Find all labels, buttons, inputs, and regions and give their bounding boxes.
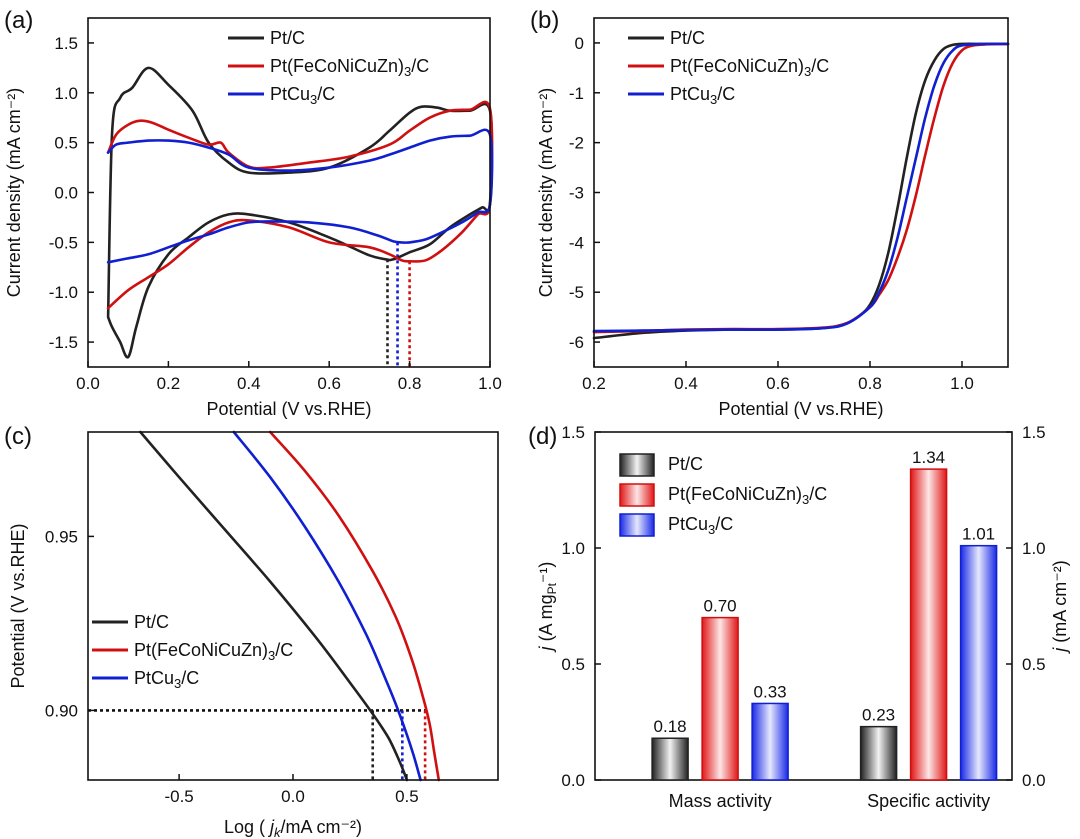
plot-frame [87, 431, 499, 781]
category-label-specific-activity: Specific activity [867, 791, 990, 811]
legend-label-ptcu3-c: PtCu3/C [668, 514, 733, 537]
category-label-mass-activity: Mass activity [669, 791, 772, 811]
y-axis-label: Potential (V vs.RHE) [8, 523, 28, 688]
series-line-ptcu3-c [106, 128, 494, 264]
x-tick-label: 0.0 [281, 787, 305, 806]
legend-swatch-ptcu3-c [619, 513, 655, 537]
bar-value-label: 0.70 [704, 597, 737, 616]
y-axis-label: Current density (mA cm⁻²) [536, 88, 556, 298]
x-axis-label: Potential (V vs.RHE) [718, 399, 883, 419]
panel-a: (a) 0.0 0.2 0.4 0.6 0.8 1.0 -1.5 -1.0 -0.5 0.0 0.5 1… [4, 7, 502, 419]
y-tick-label-right: 0.0 [1022, 771, 1046, 790]
y-axis-label-left: j (A mgPt⁻¹) [536, 562, 559, 654]
y-axis-label-right: j (mA cm⁻²) [1050, 560, 1070, 655]
panel-label: (c) [4, 423, 32, 450]
bar-pt-c-specific-activity [859, 725, 898, 781]
x-axis-label: Log ( jk/mA cm⁻²) [224, 817, 362, 839]
y-tick-label: 0.0 [54, 184, 78, 203]
bar-pt-feconicuzn-3-c-mass-activity [701, 616, 739, 781]
panel-b: (b) 0.2 0.4 0.6 0.8 1.0 0 -1 -2 -3 -4 -5 -6 Potential… [530, 7, 1010, 419]
legend-swatch-pt-c [619, 453, 655, 477]
legend-label-pt-feconicuzn-3-c: Pt(FeCoNiCuZn)3/C [270, 56, 429, 79]
series-line-pt-feconicuzn-3-c [106, 100, 494, 310]
panel-d: (d) 0.0 0.0 0.5 0.5 1.0 1.0 1.5 1.5 0.18 0.70 0.33 M… [528, 423, 1070, 811]
series-line-pt-c [592, 42, 1010, 340]
legend-label-pt-feconicuzn-3-c: Pt(FeCoNiCuZn)3/C [670, 56, 829, 79]
bar-value-label: 0.23 [862, 706, 895, 725]
y-tick-label-left: 1.0 [561, 539, 585, 558]
series-line-ptcu3-c [592, 42, 1010, 333]
y-tick-label-left: 1.5 [561, 423, 585, 442]
legend-label-ptcu3-c: PtCu3/C [134, 668, 199, 691]
panel-c: (c) -0.5 0.0 0.5 0.90 0.95 Log ( jk/mA cm⁻²) Po… [4, 423, 499, 839]
x-tick-label: 0.0 [76, 374, 100, 393]
x-tick-label: 0.8 [398, 374, 422, 393]
series-line-pt-c [139, 430, 409, 782]
y-tick-label: 0.95 [45, 527, 78, 546]
series-line-pt-feconicuzn-3-c [592, 42, 1010, 334]
x-tick-label: 0.8 [858, 374, 882, 393]
bar-value-label: 0.18 [654, 717, 687, 736]
bar-value-label: 1.34 [912, 448, 945, 467]
y-tick-label-right: 0.5 [1022, 655, 1046, 674]
y-tick-label: -1 [569, 84, 584, 103]
bar-value-label: 1.01 [962, 525, 995, 544]
legend-label-ptcu3-c: PtCu3/C [270, 84, 335, 107]
legend-label-pt-feconicuzn-3-c: Pt(FeCoNiCuZn)3/C [668, 484, 827, 507]
panel-label: (d) [528, 423, 557, 450]
x-tick-label: 0.4 [674, 374, 698, 393]
y-tick-label: -2 [569, 134, 584, 153]
y-tick-label: -1.0 [49, 283, 78, 302]
bar-pt-c-mass-activity [651, 737, 689, 781]
x-axis-label: Potential (V vs.RHE) [206, 399, 371, 419]
x-tick-label: 0.6 [317, 374, 341, 393]
y-tick-label-right: 1.0 [1022, 539, 1046, 558]
y-tick-label-left: 0.5 [561, 655, 585, 674]
y-tick-label: -4 [569, 233, 584, 252]
legend-label-pt-c: Pt/C [270, 28, 305, 48]
bar-value-label: 0.33 [754, 682, 787, 701]
y-tick-label: -3 [569, 184, 584, 203]
legend-label-ptcu3-c: PtCu3/C [670, 84, 735, 107]
y-tick-label-right: 1.5 [1022, 423, 1046, 442]
panel-label: (b) [530, 7, 559, 34]
y-axis-label: Current density (mA cm⁻²) [4, 88, 24, 298]
legend-label-pt-c: Pt/C [134, 612, 169, 632]
x-tick-label: -0.5 [164, 787, 193, 806]
bar-ptcu3-c-specific-activity [959, 544, 998, 781]
x-tick-label: 0.2 [157, 374, 181, 393]
y-tick-label: 0.90 [45, 701, 78, 720]
legend-swatch-pt-feconicuzn-3-c [619, 483, 655, 507]
series-line-ptcu3-c [232, 430, 422, 782]
x-tick-label: 0.6 [766, 374, 790, 393]
x-tick-label: 1.0 [478, 374, 502, 393]
bar-ptcu3-c-mass-activity [751, 702, 789, 781]
plot-frame [594, 431, 1013, 781]
x-tick-label: 0.2 [582, 374, 606, 393]
bar-pt-feconicuzn-3-c-specific-activity [909, 468, 948, 781]
series-line-pt-c [106, 66, 494, 359]
legend-label-pt-c: Pt/C [670, 28, 705, 48]
x-tick-label: 0.4 [237, 374, 261, 393]
legend-label-pt-c: Pt/C [668, 454, 703, 474]
legend-label-pt-feconicuzn-3-c: Pt(FeCoNiCuZn)3/C [134, 640, 293, 663]
y-tick-label: 0 [575, 34, 584, 53]
y-tick-label: -1.5 [49, 333, 78, 352]
y-tick-label: 1.5 [54, 34, 78, 53]
series-line-pt-feconicuzn-3-c [268, 430, 441, 782]
y-tick-label-left: 0.0 [561, 771, 585, 790]
y-tick-label: 1.0 [54, 84, 78, 103]
x-tick-label: 0.5 [395, 787, 419, 806]
x-tick-label: 1.0 [950, 374, 974, 393]
panel-label: (a) [4, 7, 33, 34]
y-tick-label: -5 [569, 283, 584, 302]
y-tick-label: -0.5 [49, 233, 78, 252]
y-tick-label: 0.5 [54, 134, 78, 153]
y-tick-label: -6 [569, 333, 584, 352]
